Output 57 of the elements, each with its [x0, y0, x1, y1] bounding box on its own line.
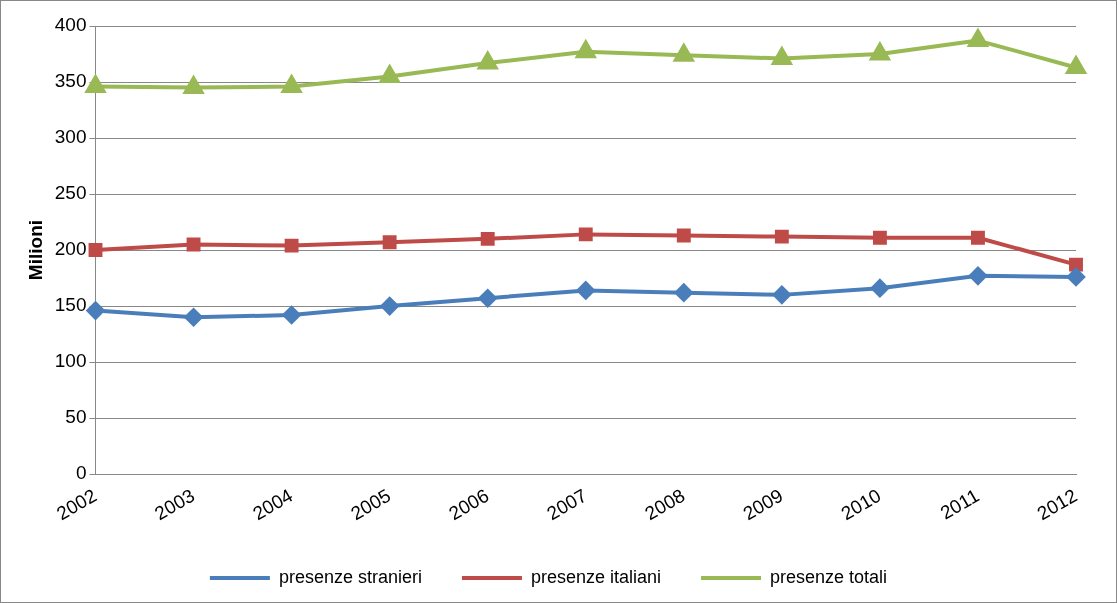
- point: [872, 230, 887, 245]
- y-axis-title: Milioni: [24, 219, 46, 281]
- point: [674, 44, 694, 62]
- point: [282, 306, 301, 325]
- y-tick-label: 150: [54, 294, 87, 316]
- x-tick-label: 2004: [249, 484, 297, 525]
- point: [88, 243, 103, 258]
- legend-label: presenze italiani: [530, 566, 662, 587]
- y-tick-label: 350: [54, 70, 87, 92]
- point: [284, 238, 299, 253]
- point: [870, 279, 889, 298]
- point: [578, 227, 593, 242]
- point: [379, 65, 400, 83]
- y-tick-label: 50: [65, 406, 87, 428]
- y-tick-label: 300: [54, 126, 87, 148]
- y-tick-label: 100: [54, 350, 87, 372]
- x-tick-label: 2008: [641, 484, 689, 525]
- point: [772, 285, 791, 304]
- point: [1069, 257, 1083, 272]
- y-tick-label: 200: [54, 238, 87, 260]
- point: [574, 38, 597, 59]
- point: [971, 230, 985, 245]
- point: [1066, 56, 1086, 74]
- point: [85, 75, 106, 93]
- point: [478, 289, 497, 308]
- y-tick-label: 400: [54, 14, 87, 36]
- point: [480, 231, 495, 246]
- point: [86, 301, 105, 320]
- point: [966, 27, 989, 48]
- point: [774, 229, 789, 244]
- x-tick-label: 2003: [151, 484, 199, 525]
- x-tick-label: 2010: [837, 484, 885, 525]
- point: [281, 75, 302, 93]
- point: [968, 266, 987, 285]
- x-tick-label: 2007: [543, 484, 591, 525]
- point: [870, 43, 890, 61]
- point: [1067, 267, 1085, 286]
- point: [380, 297, 399, 316]
- y-tick-label: 250: [54, 182, 87, 204]
- legend-label: presenze totali: [770, 566, 888, 587]
- y-tick-label: 0: [75, 462, 87, 484]
- point: [674, 283, 693, 302]
- point: [676, 228, 691, 243]
- point: [477, 51, 498, 70]
- point: [182, 74, 205, 95]
- x-tick-label: 2009: [739, 484, 787, 525]
- point: [186, 237, 201, 252]
- x-tick-label: 2005: [347, 484, 395, 525]
- x-tick-label: 2012: [1033, 484, 1081, 525]
- point: [772, 47, 792, 65]
- x-tick-label: 2002: [53, 484, 101, 525]
- x-tick-label: 2006: [445, 484, 493, 525]
- point: [576, 281, 595, 300]
- legend-label: presenze stranieri: [278, 566, 422, 587]
- point: [382, 235, 397, 250]
- point: [184, 308, 203, 327]
- x-tick-label: 2011: [936, 484, 983, 524]
